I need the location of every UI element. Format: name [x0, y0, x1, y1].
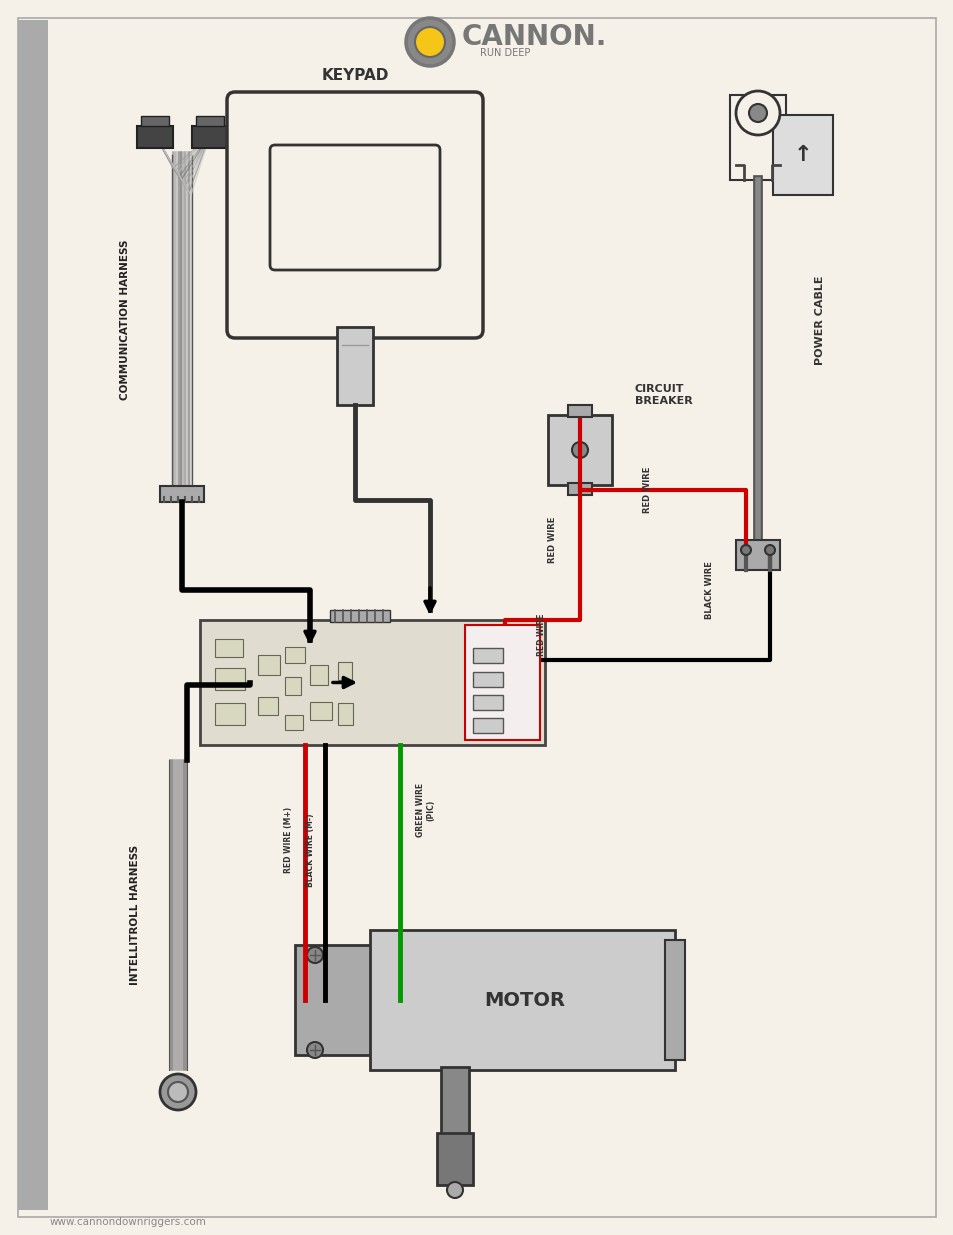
Text: www.cannondownriggers.com: www.cannondownriggers.com: [50, 1216, 207, 1228]
Bar: [567, 405, 592, 417]
Bar: [436, 1132, 473, 1186]
Bar: [285, 647, 305, 663]
Bar: [567, 483, 592, 495]
FancyBboxPatch shape: [270, 144, 439, 270]
Bar: [370, 930, 675, 1070]
Text: BLACK WIRE (M-): BLACK WIRE (M-): [306, 814, 315, 887]
Bar: [772, 115, 832, 195]
Circle shape: [740, 545, 750, 555]
Text: RUN DEEP: RUN DEEP: [479, 48, 530, 58]
Bar: [18, 20, 48, 1210]
Bar: [294, 945, 390, 1055]
Bar: [310, 664, 328, 685]
Circle shape: [748, 104, 766, 122]
Bar: [137, 126, 172, 148]
Bar: [473, 648, 502, 663]
Bar: [473, 672, 502, 687]
Circle shape: [447, 1182, 462, 1198]
Bar: [257, 655, 280, 676]
Text: INTELLITROLL HARNESS: INTELLITROLL HARNESS: [130, 845, 140, 986]
Text: BLACK WIRE: BLACK WIRE: [705, 561, 714, 619]
Text: COMMUNICATION HARNESS: COMMUNICATION HARNESS: [120, 240, 130, 400]
Bar: [337, 703, 353, 725]
Bar: [285, 715, 303, 730]
FancyBboxPatch shape: [227, 91, 482, 338]
Circle shape: [307, 1042, 323, 1058]
Bar: [214, 703, 245, 725]
Bar: [729, 95, 785, 180]
Text: KEYPAD: KEYPAD: [321, 68, 388, 83]
Bar: [473, 718, 502, 734]
Bar: [464, 625, 539, 740]
Circle shape: [307, 947, 323, 963]
Bar: [200, 620, 544, 745]
Bar: [336, 327, 373, 405]
Text: MOTOR: MOTOR: [484, 990, 565, 1009]
Circle shape: [735, 91, 780, 135]
Circle shape: [572, 442, 587, 458]
Bar: [141, 116, 169, 126]
Circle shape: [415, 27, 444, 57]
Bar: [330, 610, 390, 622]
Bar: [337, 662, 352, 680]
Bar: [310, 701, 332, 720]
Text: CIRCUIT
BREAKER: CIRCUIT BREAKER: [635, 384, 692, 406]
Bar: [195, 116, 224, 126]
Text: POWER CABLE: POWER CABLE: [814, 275, 824, 364]
Bar: [473, 695, 502, 710]
Circle shape: [160, 1074, 195, 1110]
Text: RED WIRE: RED WIRE: [537, 614, 546, 656]
Bar: [440, 1067, 469, 1135]
Bar: [214, 668, 245, 690]
Bar: [214, 638, 243, 657]
Bar: [160, 487, 204, 501]
Text: RED WIRE: RED WIRE: [548, 516, 557, 563]
Text: CANNON.: CANNON.: [461, 23, 607, 51]
Text: RED WIRE (M+): RED WIRE (M+): [284, 806, 294, 873]
Bar: [547, 415, 612, 485]
Circle shape: [168, 1082, 188, 1102]
Bar: [285, 677, 301, 695]
Bar: [664, 940, 684, 1060]
Text: RED WIRE: RED WIRE: [643, 467, 652, 514]
Circle shape: [764, 545, 774, 555]
Bar: [192, 126, 228, 148]
Circle shape: [406, 19, 454, 65]
Bar: [735, 540, 780, 571]
Text: GREEN WIRE
(PIC): GREEN WIRE (PIC): [416, 783, 435, 837]
Bar: [257, 697, 277, 715]
Text: ↑: ↑: [793, 144, 811, 165]
